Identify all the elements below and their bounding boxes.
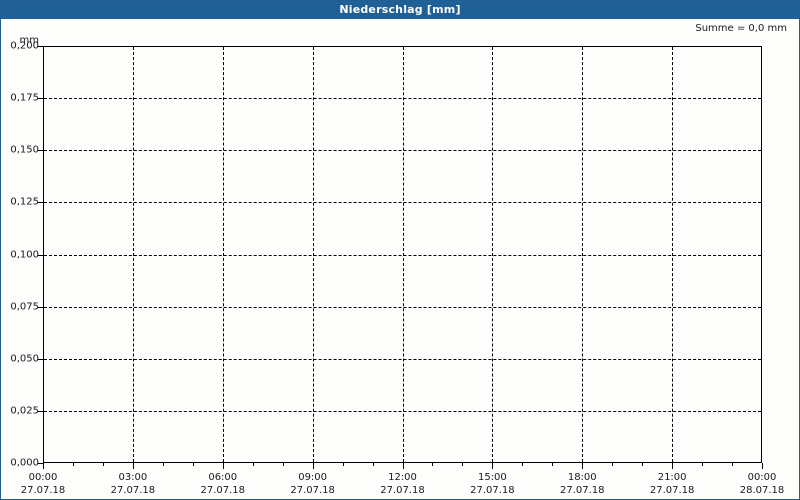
y-axis-label: 0,075 [10, 301, 39, 313]
y-axis-tick [38, 463, 43, 464]
x-axis-label: 18:00 27.07.18 [542, 471, 622, 497]
y-axis-tick [38, 46, 43, 47]
x-axis-tick-minor [642, 463, 644, 466]
x-axis-label-time: 15:00 [477, 472, 507, 483]
vertical-gridline [402, 47, 404, 462]
x-axis-tick-minor [252, 463, 254, 466]
x-axis-label-time: 00:00 [747, 472, 777, 483]
x-axis-tick-major [312, 463, 314, 469]
x-axis-label-time: 00:00 [28, 472, 58, 483]
y-axis-tick [38, 150, 43, 152]
x-axis-tick-major [582, 463, 584, 469]
y-axis-tick [38, 202, 43, 204]
x-axis-tick-major [762, 463, 763, 469]
x-axis-tick-minor [162, 463, 164, 466]
x-axis-label: 09:00 27.07.18 [273, 471, 353, 497]
x-axis-tick-major [402, 463, 404, 469]
x-axis-label-date: 27.07.18 [559, 485, 605, 496]
x-axis-tick-minor [552, 463, 554, 466]
x-axis-label: 21:00 27.07.18 [632, 471, 712, 497]
y-axis-label: 0,175 [10, 92, 39, 104]
x-axis-tick-minor [342, 463, 344, 466]
x-axis-tick-minor [702, 463, 704, 466]
y-axis-label: 0,125 [10, 196, 39, 208]
x-axis-tick-major [132, 463, 134, 469]
x-axis-tick-minor [522, 463, 524, 466]
plot-area [43, 46, 762, 463]
summary-annotation: Summe = 0,0 mm [695, 23, 787, 34]
x-axis-tick-minor [372, 463, 374, 466]
x-axis-label-date: 27.07.18 [649, 485, 695, 496]
x-axis-tick-minor [282, 463, 284, 466]
x-axis-label-date: 27.07.18 [380, 485, 425, 496]
x-axis-label-time: 06:00 [208, 472, 238, 483]
x-axis-tick-major [222, 463, 224, 469]
x-axis-label-time: 21:00 [657, 472, 687, 483]
vertical-gridline [492, 47, 494, 462]
x-axis-tick-minor [432, 463, 434, 466]
x-axis-tick-major [672, 463, 674, 469]
y-axis-label: 0,050 [10, 353, 39, 365]
vertical-gridline [222, 47, 224, 462]
x-axis-label: 00:00 28.07.18 [722, 471, 800, 497]
x-axis-label-date: 27.07.18 [20, 485, 66, 496]
x-axis-tick-major [492, 463, 494, 469]
x-axis-label: 03:00 27.07.18 [93, 471, 173, 497]
y-axis-tick [38, 410, 43, 412]
x-axis-label-date: 28.07.18 [739, 485, 785, 496]
x-axis-label-date: 27.07.18 [200, 485, 246, 496]
x-axis-label: 15:00 27.07.18 [452, 471, 532, 497]
y-axis-tick [38, 306, 43, 308]
x-axis-tick-major [43, 463, 44, 469]
x-axis-label-date: 27.07.18 [470, 485, 515, 496]
vertical-gridline [672, 47, 674, 462]
y-axis-label: 0,025 [10, 405, 39, 417]
x-axis-label-time: 18:00 [567, 472, 597, 483]
y-axis-unit-label: mm [19, 35, 39, 46]
x-axis-label: 00:00 27.07.18 [3, 471, 83, 497]
y-axis-tick [38, 254, 43, 256]
x-axis-label: 06:00 27.07.18 [183, 471, 263, 497]
y-axis-label: 0,150 [10, 144, 39, 156]
y-axis-label: 0,100 [10, 249, 39, 260]
y-axis-label: 0,200 [10, 40, 39, 52]
x-axis-label-time: 03:00 [118, 472, 148, 483]
x-axis-label-time: 12:00 [388, 472, 417, 483]
vertical-gridline [132, 47, 134, 462]
window-title-bar: Niederschlag [mm] [1, 1, 799, 19]
x-axis-tick-minor [732, 463, 734, 466]
x-axis-label-time: 09:00 [298, 472, 328, 483]
x-axis-tick-minor [612, 463, 614, 466]
y-axis-label: 0,000 [10, 457, 39, 469]
x-axis-label-date: 27.07.18 [290, 485, 335, 496]
vertical-gridline [312, 47, 314, 462]
x-axis-tick-minor [72, 463, 74, 466]
x-axis-tick-minor [192, 463, 194, 466]
x-axis-tick-minor [102, 463, 104, 466]
y-axis-tick [38, 358, 43, 360]
x-axis-tick-minor [462, 463, 464, 466]
vertical-gridline [582, 47, 584, 462]
x-axis-label: 12:00 27.07.18 [363, 471, 443, 497]
y-axis-tick [38, 98, 43, 100]
x-axis-label-date: 27.07.18 [110, 485, 156, 496]
